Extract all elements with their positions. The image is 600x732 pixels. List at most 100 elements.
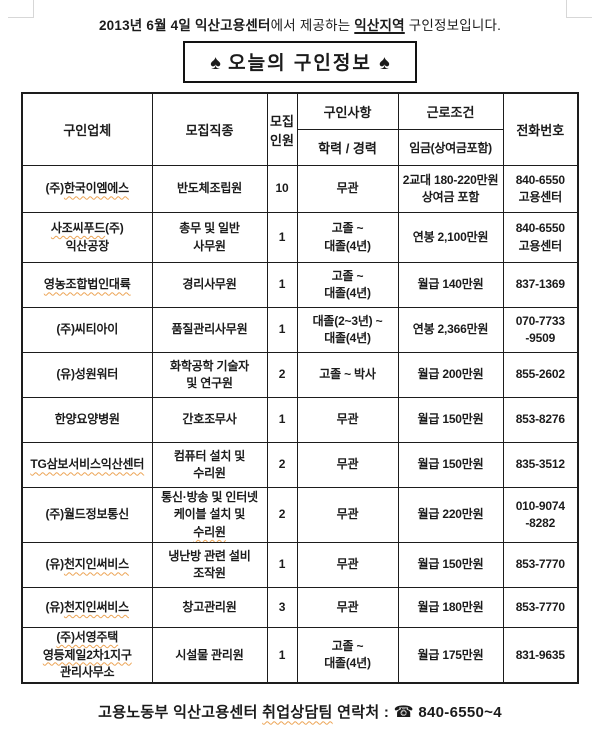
wage-cell: 월급 180만원 [397, 587, 504, 629]
company-cell: (유)천지인써비스 [21, 542, 153, 589]
wage-cell: 월급 175만원 [397, 627, 504, 684]
count-cell: 1 [266, 212, 298, 263]
edu-cell: 고졸 ~ 박사 [296, 352, 399, 398]
page-title: ♠ 오늘의 구인정보 ♠ [183, 41, 417, 83]
company-cell: 한양요양병원 [21, 397, 153, 443]
spade-icon: ♠ [210, 52, 221, 74]
wage-cell: 월급 220만원 [397, 486, 504, 544]
edu-cell: 무관 [296, 587, 399, 629]
phone-cell: 840-6550 고용센터 [502, 165, 579, 213]
col-header-requirement: 구인사항 [296, 92, 399, 130]
provider-name: 익산고용센터 [194, 18, 271, 33]
job-cell: 총무 및 일반 사무원 [151, 212, 268, 263]
wage-cell: 월급 150만원 [397, 397, 504, 443]
count-cell: 3 [266, 587, 298, 629]
header-connector: 에서 제공하는 [270, 18, 355, 33]
footer-middle: 연락처 : [332, 704, 394, 722]
edu-cell: 고졸 ~ 대졸(4년) [296, 212, 399, 263]
region-name: 익산지역 [354, 18, 405, 33]
table-row: 사조씨푸드(주) 익산공장 총무 및 일반 사무원 1 고졸 ~ 대졸(4년) 연봉 2,10… [21, 212, 579, 263]
count-cell: 10 [266, 165, 298, 213]
job-cell: 경리사무원 [151, 262, 268, 308]
wage-cell: 월급 200만원 [397, 352, 504, 398]
footer-contact-line: 고용노동부 익산고용센터 취업상담팀 연락처 : ☎ 840-6550~4 [0, 701, 600, 722]
edu-cell: 무관 [296, 542, 399, 589]
table-row: (주)씨티아이 품질관리사무원 1 대졸(2~3년) ~ 대졸(4년) 연봉 2,366만… [21, 307, 579, 353]
job-listings-table: 구인업체 모집직종 모집 인원 구인사항 근로조건 전화번호 학력 / 경력 임금… [21, 92, 579, 685]
wage-cell: 월급 140만원 [397, 262, 504, 308]
phone-cell: 853-7770 [502, 542, 579, 589]
edu-cell: 무관 [296, 442, 399, 488]
table-row: 한양요양병원 간호조무사 1 무관 월급 150만원 853-8276 [21, 397, 579, 443]
wage-cell: 2교대 180-220만원 상여금 포함 [397, 165, 504, 213]
edu-cell: 고졸 ~ 대졸(4년) [296, 262, 399, 308]
company-cell: (유)천지인써비스 [21, 587, 153, 629]
phone-cell: 853-8276 [502, 397, 579, 443]
phone-cell: 010-9074 -8282 [502, 486, 579, 544]
spade-icon: ♠ [379, 52, 390, 74]
telephone-icon: ☎ [393, 704, 414, 722]
count-cell: 1 [266, 262, 298, 308]
count-cell: 2 [266, 352, 298, 398]
table-row: (유)천지인써비스 냉난방 관련 설비 조작원 1 무관 월급 150만원 853-7770 [21, 542, 579, 589]
table-row: (주)한국이엠에스 반도체조립원 10 무관 2교대 180-220만원 상여금 포함 84… [21, 165, 579, 213]
count-cell: 1 [266, 542, 298, 589]
company-cell: 영농조합법인대륙 [21, 262, 153, 308]
wage-cell: 월급 150만원 [397, 542, 504, 589]
phone-cell: 853-7770 [502, 587, 579, 629]
title-container: ♠ 오늘의 구인정보 ♠ [0, 41, 600, 83]
table-header: 구인업체 모집직종 모집 인원 구인사항 근로조건 전화번호 학력 / 경력 임금… [21, 92, 579, 166]
company-cell: (주)서영주택 영등제일2차1지구 관리사무소 [21, 627, 153, 684]
table-row: TG삼보서비스익산센터 컴퓨터 설치 및 수리원 2 무관 월급 150만원 835-351… [21, 442, 579, 488]
document-date: 2013년 6월 4일 [98, 18, 191, 33]
phone-cell: 840-6550 고용센터 [502, 212, 579, 263]
job-cell: 컴퓨터 설치 및 수리원 [151, 442, 268, 488]
company-cell: (주)한국이엠에스 [21, 165, 153, 213]
job-cell: 품질관리사무원 [151, 307, 268, 353]
job-cell: 창고관리원 [151, 587, 268, 629]
table-row: (유)천지인써비스 창고관리원 3 무관 월급 180만원 853-7770 [21, 587, 579, 629]
count-cell: 1 [266, 627, 298, 684]
job-cell: 간호조무사 [151, 397, 268, 443]
col-header-job: 모집직종 [151, 92, 268, 166]
corner-crop-mark-right [566, 0, 592, 18]
corner-crop-mark-left [8, 0, 34, 18]
job-cell: 반도체조립원 [151, 165, 268, 213]
phone-cell: 855-2602 [502, 352, 579, 398]
phone-cell: 837-1369 [502, 262, 579, 308]
edu-cell: 무관 [296, 397, 399, 443]
company-cell: TG삼보서비스익산센터 [21, 442, 153, 488]
wage-cell: 연봉 2,100만원 [397, 212, 504, 263]
edu-cell: 고졸 ~ 대졸(4년) [296, 627, 399, 684]
job-cell: 통신·방송 및 인터넷 케이블 설치 및 수리원 [151, 486, 268, 544]
wage-cell: 월급 150만원 [397, 442, 504, 488]
phone-cell: 831-9635 [502, 627, 579, 684]
page-title-text: 오늘의 구인정보 [228, 53, 372, 74]
company-cell: (주)월드정보통신 [21, 486, 153, 544]
col-header-condition: 근로조건 [397, 92, 504, 130]
col-header-count: 모집 인원 [266, 92, 298, 166]
job-cell: 시설물 관리원 [151, 627, 268, 684]
job-cell: 냉난방 관련 설비 조작원 [151, 542, 268, 589]
table-row: (유)성원워터 화학공학 기술자 및 연구원 2 고졸 ~ 박사 월급 200만원 855-… [21, 352, 579, 398]
phone-cell: 835-3512 [502, 442, 579, 488]
count-cell: 1 [266, 307, 298, 353]
footer-phone-number: 840-6550~4 [413, 704, 502, 722]
company-cell: (유)성원워터 [21, 352, 153, 398]
company-cell: (주)씨티아이 [21, 307, 153, 353]
col-header-phone: 전화번호 [502, 92, 579, 166]
edu-cell: 무관 [296, 165, 399, 213]
job-table-body: (주)한국이엠에스 반도체조립원 10 무관 2교대 180-220만원 상여금 포함 84… [21, 165, 579, 684]
edu-cell: 무관 [296, 486, 399, 544]
company-cell: 사조씨푸드(주) 익산공장 [21, 212, 153, 263]
col-header-education: 학력 / 경력 [296, 129, 399, 166]
table-row: 영농조합법인대륙 경리사무원 1 고졸 ~ 대졸(4년) 월급 140만원 837-1369 [21, 262, 579, 308]
footer-team: 취업상담팀 [262, 704, 333, 722]
count-cell: 2 [266, 442, 298, 488]
col-header-company: 구인업체 [21, 92, 153, 166]
table-row: (주)월드정보통신 통신·방송 및 인터넷 케이블 설치 및 수리원 2 무관 월급 220… [21, 486, 579, 544]
edu-cell: 대졸(2~3년) ~ 대졸(4년) [296, 307, 399, 353]
phone-cell: 070-7733 -9509 [502, 307, 579, 353]
count-cell: 2 [266, 486, 298, 544]
